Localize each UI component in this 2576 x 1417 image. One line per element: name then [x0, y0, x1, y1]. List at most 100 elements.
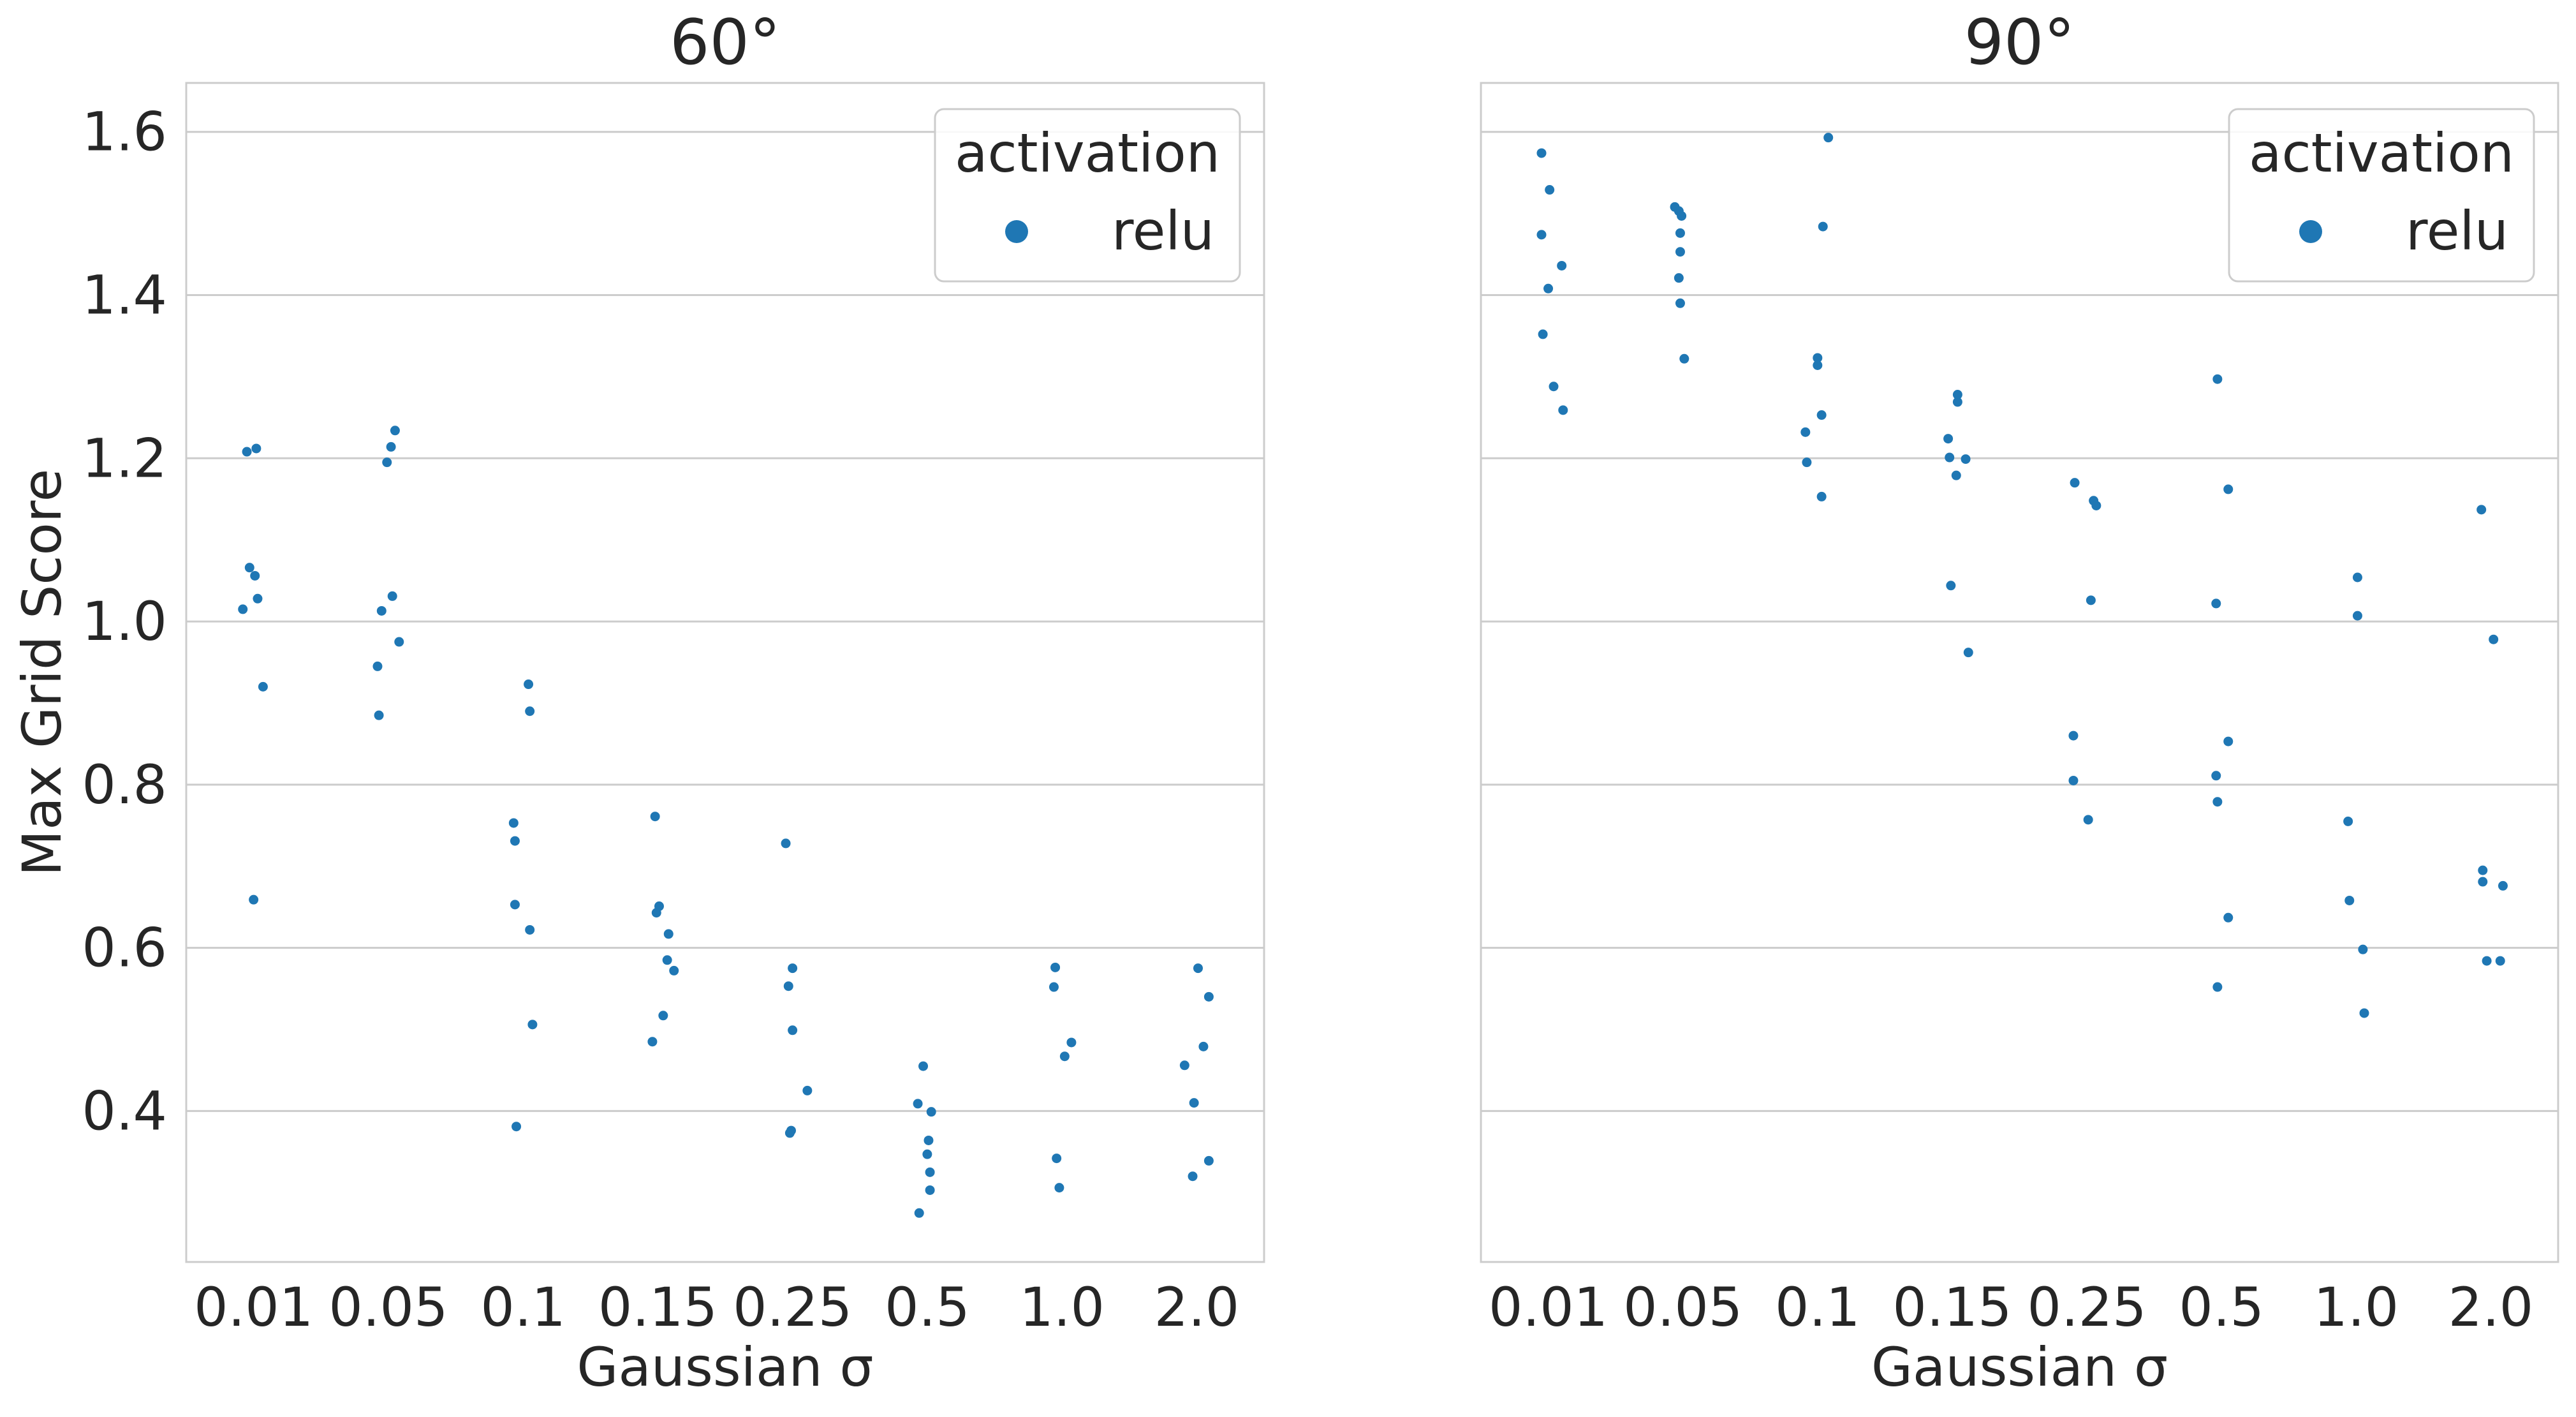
- data-point: [2223, 736, 2234, 746]
- data-point: [914, 1208, 924, 1218]
- x-tick-label: 0.15: [1892, 1276, 2012, 1339]
- data-point: [2212, 374, 2223, 384]
- x-tick-label: 0.5: [885, 1276, 970, 1339]
- data-point: [2211, 771, 2221, 781]
- data-point: [258, 681, 268, 692]
- data-point: [1193, 963, 1203, 974]
- data-point: [1675, 298, 1685, 308]
- data-point: [1800, 427, 1811, 437]
- data-point: [374, 710, 384, 720]
- data-point: [508, 818, 519, 828]
- y-axis-label: Max Grid Score: [11, 469, 73, 877]
- data-point: [2212, 797, 2223, 807]
- data-point: [2498, 880, 2508, 891]
- x-tick-label: 0.05: [328, 1276, 448, 1339]
- data-point: [2223, 484, 2234, 494]
- data-point: [1536, 230, 1547, 240]
- data-point: [2359, 1008, 2369, 1018]
- data-point: [2495, 956, 2505, 966]
- data-point: [1050, 962, 1061, 972]
- data-point: [2068, 731, 2079, 741]
- data-point: [788, 963, 798, 974]
- data-point: [1203, 991, 1214, 1002]
- data-point: [1179, 1060, 1189, 1071]
- data-point: [1054, 1183, 1064, 1193]
- data-point: [650, 812, 660, 822]
- x-tick-label: 0.15: [598, 1276, 718, 1339]
- data-point: [1952, 390, 1962, 400]
- data-point: [390, 426, 400, 436]
- y-tick-label: 0.4: [82, 1079, 167, 1142]
- data-point: [2358, 944, 2368, 954]
- x-tick-label: 2.0: [1154, 1276, 1240, 1339]
- data-point: [2068, 775, 2079, 785]
- data-point: [783, 981, 793, 991]
- plot-frame: [1480, 82, 2559, 1263]
- data-point: [2482, 956, 2492, 966]
- data-point: [1066, 1037, 1077, 1048]
- data-point: [394, 637, 404, 647]
- data-point: [527, 1020, 538, 1030]
- data-point: [2083, 815, 2093, 825]
- data-point: [913, 1099, 923, 1109]
- data-point: [926, 1107, 936, 1117]
- x-axis-label: Gaussian σ: [1871, 1336, 2168, 1398]
- data-point: [1536, 148, 1547, 158]
- legend-title: activation: [2249, 122, 2514, 184]
- subplot-title: 60°: [670, 6, 781, 79]
- data-point: [525, 706, 535, 716]
- subplot-2: 0.01 0.05 0.1 0.15 0.25 0.5 1.0 2.0 90° Gaussian …: [1480, 6, 2559, 1398]
- data-point: [1198, 1041, 1209, 1051]
- legend-label: relu: [1112, 200, 1214, 262]
- x-tick-label: 0.01: [1489, 1276, 1608, 1339]
- data-point: [1818, 221, 1828, 232]
- data-point: [925, 1167, 935, 1177]
- data-point: [2478, 865, 2488, 875]
- data-point: [1558, 405, 1568, 415]
- data-point: [1049, 982, 1059, 992]
- data-point: [387, 591, 397, 601]
- data-point: [1557, 260, 1567, 271]
- x-tick-label: 0.25: [2028, 1276, 2147, 1339]
- data-point: [1952, 397, 1962, 407]
- data-point: [2478, 877, 2488, 887]
- data-point: [376, 605, 386, 616]
- data-point: [253, 593, 263, 604]
- data-point: [1545, 185, 1555, 195]
- data-point: [1189, 1098, 1199, 1108]
- data-point: [1943, 434, 1954, 444]
- data-point: [2212, 982, 2223, 992]
- data-point: [242, 447, 252, 457]
- data-point: [922, 1149, 932, 1159]
- data-point: [2352, 611, 2362, 621]
- data-point: [2343, 816, 2353, 826]
- data-point: [1188, 1171, 1198, 1182]
- data-point: [918, 1061, 929, 1071]
- data-point: [251, 443, 261, 454]
- x-tick-label: 0.5: [2179, 1276, 2264, 1339]
- data-point: [1543, 283, 1554, 293]
- y-tick-label: 0.8: [82, 753, 167, 816]
- y-tick-label: 1.4: [82, 264, 167, 327]
- y-tick-label: 0.6: [82, 917, 167, 979]
- data-point: [512, 1122, 522, 1132]
- data-point: [1823, 133, 1834, 143]
- y-tick-label: 1.2: [82, 427, 167, 489]
- data-point: [2489, 634, 2499, 644]
- data-point: [2091, 500, 2101, 510]
- data-point: [662, 955, 672, 965]
- data-point: [1802, 457, 1812, 468]
- data-point: [524, 679, 534, 690]
- subplot-1: 0.4 0.6 0.8 1.0 1.2 1.4 1.6 0.01 0.05 0.1 0.15 0.25…: [11, 6, 1265, 1398]
- legend-marker: [1005, 220, 1028, 243]
- legend-marker: [2299, 220, 2322, 243]
- legend-title: activation: [955, 122, 1220, 184]
- data-point: [510, 900, 520, 910]
- data-point: [2070, 478, 2080, 488]
- data-point: [925, 1185, 935, 1195]
- data-point: [1059, 1051, 1070, 1062]
- data-point: [924, 1135, 934, 1145]
- data-point: [244, 563, 254, 573]
